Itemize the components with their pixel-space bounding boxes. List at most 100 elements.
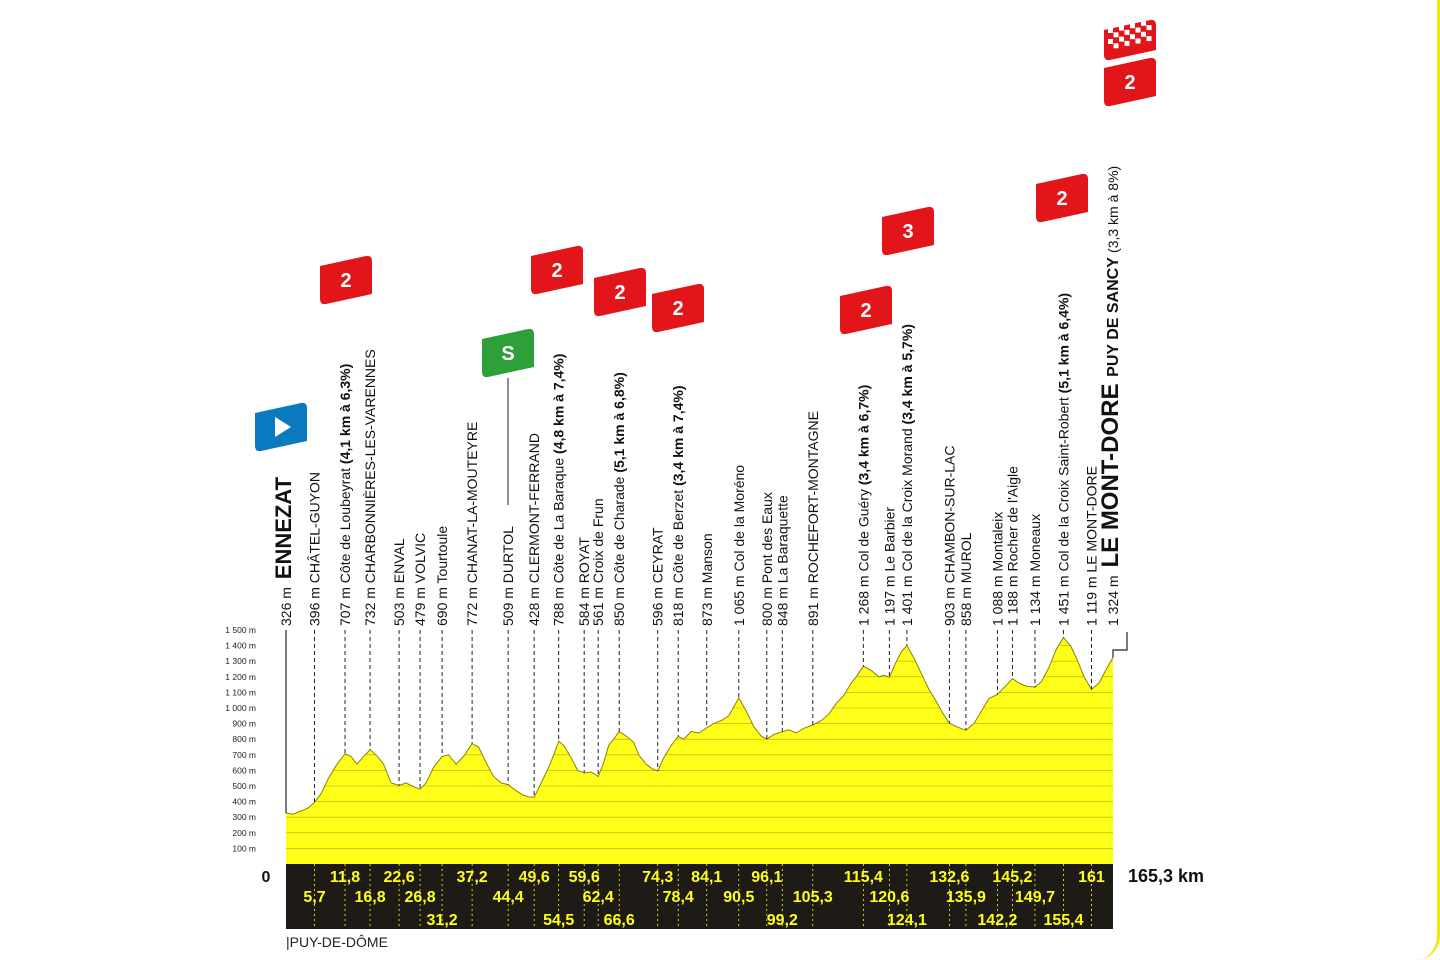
waypoint-text: 690 m Tourtoule (434, 526, 450, 626)
finish-checkered-flag (1104, 19, 1156, 61)
finish-flag-shape (1104, 19, 1156, 61)
waypoint-altitude: 1 197 m (881, 572, 897, 626)
waypoint-name: MUROL (958, 532, 974, 583)
waypoint-name: Manson (699, 533, 715, 583)
waypoint-label: 1 451 m Col de la Croix Saint-Robert (5,… (1055, 293, 1071, 626)
waypoint-text: 850 m Côte de Charade (5,1 km à 6,8%) (611, 372, 627, 626)
finish-climb: (3,3 km à 8%) (1105, 166, 1121, 253)
waypoint-name: LE MONT-DORE (1083, 466, 1099, 573)
km-mark-label: 149,7 (1015, 889, 1055, 906)
km-mark-label: 44,4 (493, 889, 524, 906)
waypoint-label: 1 401 m Col de la Croix Morand (3,4 km à… (899, 324, 915, 626)
waypoint-altitude: 596 m (650, 583, 666, 626)
waypoint-name: La Baraquette (774, 495, 790, 583)
checker-square (1141, 20, 1146, 26)
waypoint-name: Moneaux (1027, 514, 1043, 572)
waypoint-altitude: 891 m (805, 583, 821, 626)
checker-square (1146, 36, 1152, 42)
waypoint-name: CLERMONT-FERRAND (526, 433, 542, 583)
checker-square (1119, 25, 1124, 31)
finish-sub: PUY DE SANCY (1105, 253, 1122, 377)
waypoint-altitude: 1 134 m (1027, 572, 1043, 626)
waypoint-label: 1 088 m Montaleix (989, 512, 1005, 626)
waypoint-altitude: 800 m (759, 583, 775, 626)
km-mark-label: 37,2 (457, 869, 488, 886)
waypoint-climb: (3,4 km à 7,4%) (670, 386, 686, 486)
y-tick-label: 1 300 m (225, 656, 256, 666)
waypoint-name: VOLVIC (412, 533, 428, 583)
waypoint-altitude: 1 188 m (1004, 572, 1020, 626)
waypoint-name: CHARBONNIÈRES-LES-VARENNES (362, 349, 378, 583)
waypoint-text: 788 m Côte de La Baraque (4,8 km à 7,4%) (551, 354, 567, 626)
waypoint-label: 873 m Manson (699, 533, 715, 626)
waypoint-text: 1 088 m Montaleix (989, 512, 1005, 626)
y-tick-label: 1 000 m (225, 703, 256, 713)
waypoint-label: 1 065 m Col de la Moréno (731, 465, 747, 626)
waypoint-altitude: 1 119 m (1083, 573, 1099, 626)
km-mark-label: 26,8 (405, 889, 436, 906)
waypoint-label: 891 m ROCHEFORT-MONTAGNE (805, 411, 821, 626)
waypoint-text: 707 m Côte de Loubeyrat (4,1 km à 6,3%) (337, 364, 353, 626)
waypoint-altitude: 772 m (464, 583, 480, 626)
km-mark-label: 145,2 (992, 869, 1032, 886)
waypoint-label: 903 m CHAMBON-SUR-LAC (941, 446, 957, 627)
waypoint-altitude: 396 m (307, 583, 323, 626)
waypoint-name: Côte de Charade (611, 473, 627, 584)
checker-square (1108, 28, 1113, 33)
waypoint-altitude: 1 268 m (855, 572, 871, 626)
climb-category-flag-shape (652, 283, 704, 333)
y-tick-label: 500 m (232, 781, 256, 791)
climb-category-flag: 2 (652, 283, 704, 333)
waypoint-label: 818 m Côte de Berzet (3,4 km à 7,4%) (670, 386, 686, 626)
km-mark-label: 59,6 (569, 869, 600, 886)
waypoint-text: 396 m CHÂTEL-GUYON (307, 472, 323, 626)
waypoint-label: 1 119 m LE MONT-DORE (1083, 466, 1099, 626)
climb-category-flag: 2 (531, 245, 583, 295)
waypoint-climb: (5,1 km à 6,8%) (611, 372, 627, 472)
waypoint-label: 509 m DURTOL (500, 526, 516, 626)
waypoint-altitude: 1 088 m (989, 572, 1005, 626)
waypoint-name: Col de la Croix Saint-Robert (1055, 393, 1071, 571)
km-mark-label: 74,3 (642, 869, 673, 886)
km-mark-label: 161 (1078, 869, 1105, 886)
checker-square (1146, 25, 1152, 31)
checker-square (1124, 29, 1130, 35)
waypoint-altitude: 326 m (278, 583, 294, 626)
climb-category-flag-label: 2 (340, 270, 351, 292)
waypoint-text: 818 m Côte de Berzet (3,4 km à 7,4%) (670, 386, 686, 626)
waypoint-altitude: 707 m (337, 583, 353, 626)
waypoint-text: 732 m CHARBONNIÈRES-LES-VARENNES (362, 349, 378, 626)
waypoint-text: 873 m Manson (699, 533, 715, 626)
waypoint-name: Montaleix (989, 512, 1005, 572)
climb-category-flag: 2 (594, 267, 646, 317)
km-mark-label: 49,6 (519, 869, 550, 886)
km-mark-label: 135,9 (946, 889, 986, 906)
waypoint-name: Col de la Croix Morand (899, 424, 915, 571)
waypoint-name: Le Barbier (881, 507, 897, 572)
waypoint-text: 1 324 m LE MONT-DORE PUY DE SANCY (3,3 k… (1097, 166, 1124, 626)
climb-category-flag: 2 (1036, 173, 1088, 223)
waypoint-altitude: 584 m (576, 583, 592, 626)
km-mark-label: 22,6 (383, 869, 414, 886)
y-tick-label: 1 200 m (225, 672, 256, 682)
waypoint-altitude: 479 m (412, 583, 428, 626)
km-mark-label: 132,6 (929, 869, 969, 886)
waypoint-name: ROCHEFORT-MONTAGNE (805, 411, 821, 583)
waypoint-text: 1 188 m Rocher de l'Aigle (1004, 466, 1020, 626)
waypoint-altitude: 818 m (670, 583, 686, 626)
y-tick-label: 400 m (232, 797, 256, 807)
waypoint-label: 326 m ENNEZAT (271, 476, 296, 626)
waypoint-text: 561 m Croix de Frun (590, 498, 606, 626)
waypoint-label: 479 m VOLVIC (412, 533, 428, 626)
checker-square (1130, 23, 1135, 29)
waypoint-name: CEYRAT (650, 527, 666, 583)
checker-square (1141, 31, 1146, 37)
waypoint-name: Côte de Loubeyrat (337, 464, 353, 583)
waypoint-text: 1 065 m Col de la Moréno (731, 465, 747, 626)
waypoint-altitude: 1 451 m (1055, 572, 1071, 626)
waypoint-text: 891 m ROCHEFORT-MONTAGNE (805, 411, 821, 626)
y-tick-label: 300 m (232, 812, 256, 822)
waypoint-name: Croix de Frun (590, 498, 606, 583)
finish-climb-flag-label: 2 (1124, 72, 1135, 94)
